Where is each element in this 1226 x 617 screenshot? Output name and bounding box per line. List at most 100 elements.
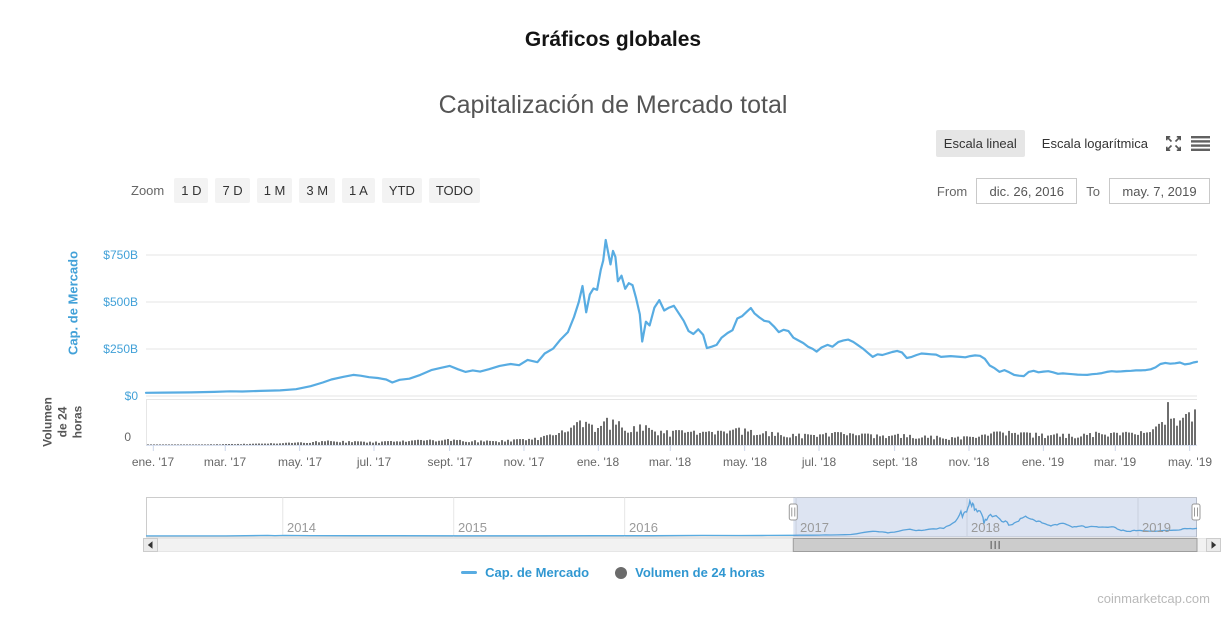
volume-bar: [1146, 432, 1148, 445]
volume-bar: [294, 442, 296, 445]
volume-bar: [444, 439, 446, 445]
volume-bar: [720, 430, 722, 445]
zoom-button-ytd[interactable]: YTD: [381, 178, 422, 203]
zoom-button-1m[interactable]: 1 M: [256, 178, 293, 203]
volume-bar: [531, 439, 533, 445]
volume-bar: [561, 430, 563, 445]
volume-bar: [1035, 432, 1037, 445]
volume-bar: [528, 438, 530, 445]
volume-bar: [336, 441, 338, 445]
volume-bar: [435, 441, 437, 445]
volume-bar: [660, 430, 662, 445]
volume-bar: [1083, 433, 1085, 445]
volume-bar: [243, 443, 245, 445]
volume-bar: [735, 428, 737, 445]
volume-bar: [804, 433, 806, 445]
volume-bar: [516, 439, 518, 445]
volume-bar: [228, 444, 230, 445]
volume-bar: [912, 438, 914, 445]
volume-bar: [972, 436, 974, 445]
volume-bar: [204, 444, 206, 445]
navigator-left-handle[interactable]: [788, 503, 798, 521]
volume-bar: [1122, 432, 1124, 445]
volume-bar: [936, 435, 938, 445]
volume-bar: [558, 433, 560, 445]
to-date-input[interactable]: [1109, 178, 1210, 204]
volume-bar: [549, 434, 551, 445]
volume-bar: [1050, 435, 1052, 445]
volume-bar: [957, 436, 959, 445]
volume-bar: [891, 435, 893, 445]
volume-bar: [432, 440, 434, 445]
volume-bar: [927, 437, 929, 445]
volume-bar: [882, 435, 884, 445]
volume-bar: [594, 431, 596, 445]
volume-bar: [864, 433, 866, 445]
volume-bar: [237, 443, 239, 445]
volume-bar: [597, 428, 599, 445]
volume-bar: [777, 432, 779, 445]
volume-bar: [1098, 432, 1100, 445]
volume-bar: [588, 423, 590, 445]
legend-item-market-cap[interactable]: Cap. de Mercado: [461, 565, 589, 580]
volume-bar: [543, 435, 545, 445]
volume-bar: [216, 444, 218, 445]
volume-bar: [462, 441, 464, 445]
zoom-button-1y[interactable]: 1 A: [342, 178, 375, 203]
volume-bar: [1191, 421, 1193, 445]
volume-bar: [522, 439, 524, 445]
volume-bar: [246, 444, 248, 445]
volume-bar: [858, 435, 860, 445]
volume-bar: [552, 435, 554, 445]
volume-bar: [366, 442, 368, 445]
volume-bar: [666, 430, 668, 445]
scrollbar-left-arrow-icon: [147, 541, 153, 549]
volume-bar: [1041, 433, 1043, 445]
hamburger-menu-icon[interactable]: [1191, 136, 1210, 151]
volume-bar: [873, 438, 875, 445]
log-scale-button[interactable]: Escala logarítmica: [1034, 130, 1156, 157]
volume-bar: [1071, 436, 1073, 445]
volume-bar: [1014, 432, 1016, 445]
volume-bar: [1089, 433, 1091, 445]
volume-bar: [1182, 417, 1184, 445]
volume-bar: [999, 431, 1001, 445]
volume-bar: [153, 444, 155, 445]
zoom-button-1d[interactable]: 1 D: [174, 178, 209, 203]
volume-bar: [1128, 432, 1130, 445]
navigator-right-handle[interactable]: [1191, 503, 1201, 521]
volume-bar: [567, 431, 569, 445]
zoom-button-3m[interactable]: 3 M: [299, 178, 336, 203]
volume-bar: [351, 442, 353, 445]
zoom-button-7d[interactable]: 7 D: [215, 178, 250, 203]
volume-bar: [219, 444, 221, 445]
volume-bar: [687, 431, 689, 445]
plot-area[interactable]: [146, 228, 1197, 445]
volume-bar: [300, 442, 302, 445]
zoom-button-todo[interactable]: TODO: [428, 178, 481, 203]
volume-bar: [513, 439, 515, 445]
legend-item-volume[interactable]: Volumen de 24 horas: [615, 565, 765, 580]
volume-bar: [750, 429, 752, 445]
linear-scale-button[interactable]: Escala lineal: [935, 130, 1025, 157]
navigator-selected-mask[interactable]: [793, 497, 1197, 538]
volume-bar: [147, 444, 149, 445]
volume-bar: [747, 431, 749, 445]
volume-bar: [762, 433, 764, 445]
volume-bar: [756, 434, 758, 445]
from-date-input[interactable]: [976, 178, 1078, 204]
volume-bar: [252, 443, 254, 445]
volume-bar: [318, 442, 320, 445]
volume-bar: [1149, 432, 1151, 445]
volume-bar: [1161, 422, 1163, 445]
volume-bar: [642, 430, 644, 445]
volume-bar: [165, 444, 167, 445]
volume-bar: [480, 440, 482, 445]
volume-bar: [285, 442, 287, 445]
volume-bar: [894, 434, 896, 445]
expand-icon[interactable]: [1165, 135, 1182, 152]
volume-bar: [1002, 432, 1004, 445]
volume-bar: [1053, 434, 1055, 445]
